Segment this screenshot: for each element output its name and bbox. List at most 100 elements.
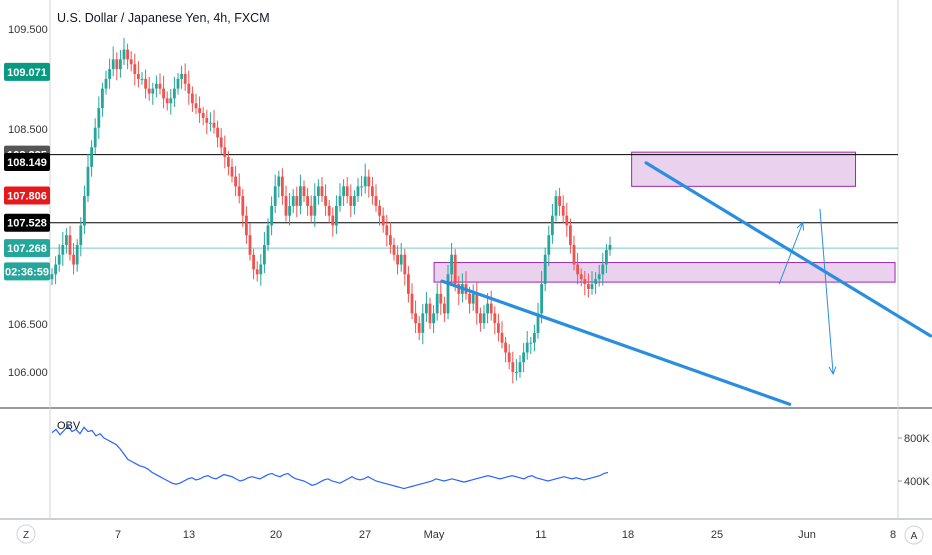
candle-body [381, 215, 385, 226]
candle-body [219, 137, 223, 148]
projection-arrow-line[interactable] [819, 208, 834, 374]
candle-body [605, 249, 608, 265]
candle-body [234, 176, 237, 187]
candle-body [507, 352, 511, 363]
candle-body [403, 254, 407, 275]
support-zone[interactable] [433, 262, 896, 283]
candle-body [216, 127, 219, 138]
zoom-button[interactable]: Z [16, 524, 36, 544]
candle-body [155, 83, 158, 89]
candle-body [309, 205, 313, 216]
candle-body [443, 303, 446, 314]
candle-body [536, 313, 540, 333]
price-pane-bg [0, 0, 898, 407]
candle-body [414, 313, 417, 324]
candle-body [187, 83, 191, 94]
candle-body [198, 108, 201, 114]
candle-body [162, 88, 165, 99]
candle-body [133, 64, 137, 74]
candle-body [201, 113, 205, 118]
candle-body [317, 186, 320, 197]
candle-body [576, 264, 579, 275]
candle-body [608, 244, 612, 250]
candle-body [212, 122, 216, 128]
candle-body [140, 78, 144, 80]
auto-scale-button[interactable]: A [904, 525, 924, 545]
candle-body [475, 293, 479, 314]
price-badge[interactable]: 107.268 [4, 239, 50, 258]
indicator-label: OBV [57, 420, 81, 432]
candle-body [205, 117, 209, 123]
x-tick-label: Jun [798, 529, 816, 541]
candle-body [270, 205, 273, 226]
candle-body [324, 196, 327, 206]
countdown-badge[interactable]: 02:36:59 [4, 262, 50, 281]
candle-body [543, 254, 547, 285]
candle-body [363, 176, 367, 187]
candle-body [561, 205, 565, 216]
resistance-zone[interactable] [631, 151, 857, 187]
candle-body [417, 323, 421, 333]
zoom-icon [16, 524, 36, 544]
candle-body [72, 254, 75, 265]
y-tick-label: 108.500 [8, 124, 48, 136]
x-tick-label: 18 [622, 529, 634, 541]
candle-body [255, 269, 259, 275]
candle-body [173, 88, 176, 99]
price-badge-label: 107.528 [7, 218, 47, 230]
candle-body [497, 323, 500, 333]
price-badge[interactable]: 107.528 [4, 213, 50, 232]
candle-body [299, 186, 302, 206]
obv-line[interactable] [51, 425, 609, 490]
candle-body [554, 196, 558, 216]
candle-body [230, 166, 234, 177]
candle-body [471, 293, 475, 304]
candle-body [245, 215, 248, 236]
candle-body [432, 313, 435, 324]
candle-body [504, 342, 507, 353]
candle-body [345, 186, 349, 197]
projection-arrow-head [828, 366, 837, 376]
candle-body [79, 225, 83, 245]
candle-body [572, 244, 576, 265]
upper-trendline[interactable] [644, 161, 932, 338]
candle-body [331, 215, 335, 226]
price-badge[interactable]: 108.149 [4, 153, 50, 172]
candle-body [158, 83, 162, 89]
candle-body [313, 196, 317, 216]
candles-group [50, 37, 612, 384]
candle-body [194, 103, 198, 109]
candle-body [97, 108, 101, 128]
lower-trendline[interactable] [440, 279, 792, 406]
projection-arrows[interactable] [778, 208, 837, 376]
obv-tick-label: 400K [904, 476, 930, 488]
y-tick-label: 106.000 [8, 367, 48, 379]
candle-body [407, 274, 410, 294]
price-badge-label: 107.806 [7, 191, 47, 203]
candle-body [594, 279, 597, 285]
projection-arrow-line[interactable] [778, 222, 804, 285]
candle-body [273, 186, 277, 206]
candle-body [389, 235, 392, 245]
candle-body [540, 284, 543, 314]
candle-body [374, 196, 378, 206]
candle-body [259, 264, 263, 275]
candle-body [263, 244, 266, 265]
candle-body [493, 313, 497, 324]
candle-body [338, 196, 342, 206]
auto-scale-label: A [911, 531, 918, 542]
candle-body [356, 186, 360, 197]
candle-body [425, 303, 428, 314]
candle-body [583, 279, 587, 285]
price-badge[interactable]: 107.806 [4, 186, 50, 205]
candle-body [119, 59, 122, 70]
price-badge[interactable]: 109.071 [4, 62, 50, 81]
candle-body [371, 186, 374, 197]
x-tick-label: 27 [359, 529, 371, 541]
x-tick-label: 13 [183, 529, 195, 541]
candle-body [511, 362, 515, 372]
candle-body [241, 196, 245, 216]
candle-body [565, 215, 569, 226]
candle-body [126, 49, 129, 60]
